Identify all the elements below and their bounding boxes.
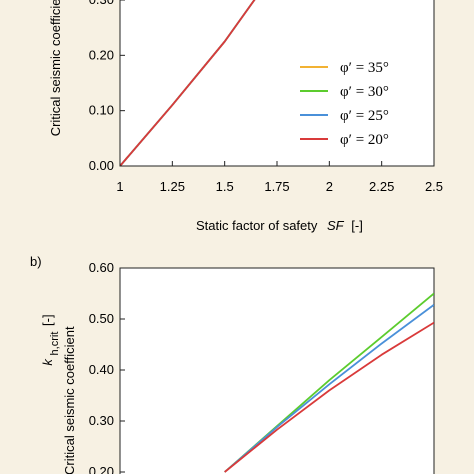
panel-a-xlabel: Static factor of safety SF [-]	[196, 218, 363, 233]
series-line-25	[224, 303, 434, 473]
panel-a-series-group	[120, 0, 256, 166]
legend-entry: φ′ = 20°	[340, 132, 389, 148]
panel-b-ylabel-subscript: h,crit	[49, 332, 61, 356]
panel-b-ylabel-unit: [-]	[40, 314, 55, 326]
legend-entry: φ′ = 25°	[340, 108, 389, 124]
panel-a-xlabel-symbol: SF	[327, 218, 345, 233]
y-tick-label: 0.30	[89, 0, 114, 7]
legend: φ′ = 35° φ′ = 30° φ′ = 25° φ′ = 20°	[300, 60, 389, 148]
y-tick-label: 0.20	[89, 47, 114, 62]
panel-b-ylabel: Critical seismic coefficient	[62, 326, 77, 474]
panel-b-plot-area	[119, 267, 435, 474]
y-tick-label: 0.10	[89, 103, 114, 118]
x-tick-label: 1	[116, 179, 123, 194]
panel-a: 0.00 0.10 0.20 0.30 1 1.25 1.5 1.75 2 2.25 2.5 Cr…	[48, 0, 443, 233]
x-tick-label: 1.5	[216, 179, 234, 194]
y-tick-label: 0.50	[89, 311, 114, 326]
y-tick-label: 0.40	[89, 362, 114, 377]
series-line-20	[120, 0, 256, 166]
y-tick-label: 0.20	[89, 464, 114, 474]
y-tick-label: 0.00	[89, 158, 114, 173]
panel-b-label: b)	[30, 254, 42, 269]
legend-entry: φ′ = 30°	[340, 84, 389, 100]
panel-a-ylabel: Critical seismic coefficient	[48, 0, 63, 136]
panel-a-xlabel-unit: [-]	[351, 218, 363, 233]
y-tick-label: 0.30	[89, 413, 114, 428]
x-tick-label: 2	[326, 179, 333, 194]
panel-b-y-ticks: 0.60 0.50 0.40 0.30 0.20	[89, 260, 125, 474]
panel-a-x-ticks: 1 1.25 1.5 1.75 2 2.25 2.5	[116, 161, 443, 194]
panel-b-ylabel-symbol: k	[40, 358, 55, 366]
x-tick-label: 2.5	[425, 179, 443, 194]
x-tick-label: 2.25	[369, 179, 394, 194]
x-tick-label: 1.75	[264, 179, 289, 194]
y-tick-label: 0.60	[89, 260, 114, 275]
panel-a-xlabel-text: Static factor of safety	[196, 218, 318, 233]
panel-b-ylabel-symbol-group: k h,crit [-]	[40, 314, 61, 365]
panel-a-y-ticks: 0.00 0.10 0.20 0.30	[89, 0, 125, 173]
panel-b-series-group	[224, 292, 434, 473]
x-tick-label: 1.25	[160, 179, 185, 194]
panel-b: b) 0.60 0.50 0.40 0.30 0.20 k h,crit [-] Cri…	[30, 254, 435, 474]
series-line-20	[224, 321, 434, 473]
legend-entry: φ′ = 35°	[340, 60, 389, 76]
panel-a-plot-area	[119, 0, 435, 167]
